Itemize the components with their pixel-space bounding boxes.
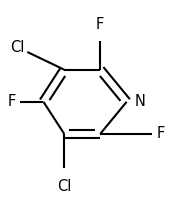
Text: F: F [7,94,15,109]
Text: N: N [134,94,145,109]
Text: F: F [96,17,104,32]
Text: Cl: Cl [57,179,71,194]
Text: F: F [156,126,165,141]
Text: Cl: Cl [10,40,24,55]
